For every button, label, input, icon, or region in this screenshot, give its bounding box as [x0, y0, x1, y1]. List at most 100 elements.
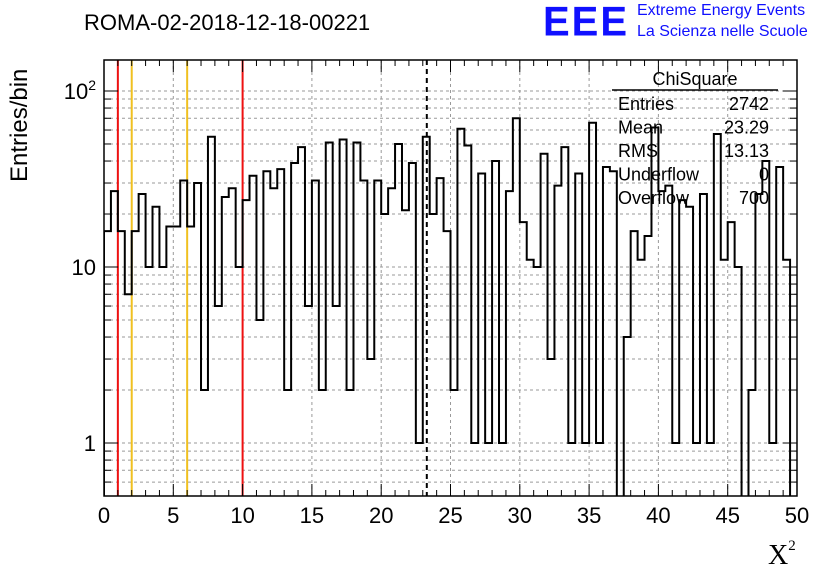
logo-text-line2: La Scienza nelle Scuole	[637, 23, 808, 40]
histogram-bin	[340, 140, 347, 496]
x-tick-label: 15	[300, 503, 324, 528]
stats-row-value: 700	[739, 188, 769, 208]
histogram-bin	[437, 178, 444, 496]
histogram-bin	[769, 443, 776, 496]
histogram-bin	[194, 183, 201, 496]
histogram-bin	[326, 142, 333, 496]
histogram-step-line	[104, 117, 792, 496]
histogram-bin	[243, 200, 250, 496]
histogram-bin	[631, 231, 638, 496]
histogram-bin	[714, 134, 721, 496]
histogram-bin	[333, 306, 340, 496]
histogram-bin	[423, 137, 430, 496]
x-tick-label: 5	[167, 503, 179, 528]
x-tick-label: 50	[785, 503, 809, 528]
histogram-bin	[187, 226, 194, 496]
stats-box-title: ChiSquare	[652, 69, 737, 89]
histogram-bin	[624, 337, 631, 496]
x-axis-label-base: X	[768, 540, 789, 571]
histogram-bin	[748, 390, 755, 496]
chart-title: ROMA-02-2018-12-18-00221	[84, 10, 371, 35]
stats-row-label: RMS	[618, 141, 658, 161]
histogram-bin	[686, 207, 693, 496]
histogram-bin	[520, 222, 527, 496]
x-tick-label: 10	[230, 503, 254, 528]
histogram-bin	[208, 137, 215, 496]
histogram-bin	[478, 173, 485, 496]
stats-row-label: Underflow	[618, 165, 700, 185]
histogram-bin	[388, 188, 395, 496]
histogram-bin	[444, 231, 451, 496]
histogram-bin	[762, 161, 769, 496]
x-tick-label: 25	[438, 503, 462, 528]
histogram-bin	[263, 171, 270, 496]
histogram-bin	[755, 194, 762, 496]
histogram-bin	[679, 200, 686, 496]
histogram-bin	[229, 188, 236, 496]
histogram-bin	[222, 197, 229, 496]
x-tick-label: 40	[646, 503, 670, 528]
histogram-bin	[735, 267, 742, 496]
x-axis-label-superscript: 2	[788, 537, 796, 554]
histogram-bin	[457, 129, 464, 496]
histogram-bin	[485, 443, 492, 496]
stats-row-value: 13.13	[724, 141, 769, 161]
histogram-bin	[395, 144, 402, 496]
histogram-bin	[118, 231, 125, 496]
histogram-bin	[672, 443, 679, 496]
histogram-bin	[360, 181, 367, 496]
histogram-bin	[250, 176, 257, 496]
histogram-bin	[104, 231, 111, 496]
histogram-bin	[471, 443, 478, 496]
histogram-bin	[291, 163, 298, 496]
x-tick-label: 45	[715, 503, 739, 528]
y-tick-label: 1	[84, 431, 96, 456]
x-tick-label: 30	[508, 503, 532, 528]
histogram-bin	[381, 214, 388, 496]
histogram-bin	[236, 267, 243, 496]
histogram-bin	[284, 390, 291, 496]
histogram-bin	[700, 194, 707, 496]
histogram-bin	[499, 443, 506, 496]
eee-logo: EEE	[543, 0, 630, 46]
histogram-bin	[582, 443, 589, 496]
histogram-bin	[451, 390, 458, 496]
histogram-bin	[645, 236, 652, 496]
histogram-bin	[721, 260, 728, 496]
histogram-bin	[707, 443, 714, 496]
histogram-bin	[319, 390, 326, 496]
histogram-bin	[638, 260, 645, 496]
histogram-bin	[215, 306, 222, 496]
histogram-bin	[430, 214, 437, 496]
stats-row-value: 0	[759, 165, 769, 185]
histogram-bin	[596, 443, 603, 496]
histogram-bin	[125, 294, 132, 496]
histogram-bin	[554, 186, 561, 496]
histogram-bin	[610, 171, 617, 496]
x-tick-label: 0	[98, 503, 110, 528]
histogram-bin	[506, 191, 513, 496]
histogram-bin	[728, 222, 735, 496]
histogram-bin	[256, 320, 263, 496]
histogram-bin	[153, 207, 160, 496]
histogram-bin	[111, 191, 118, 496]
stats-row-value: 2742	[729, 94, 769, 114]
histogram-bin	[693, 443, 700, 496]
histogram-bin	[374, 181, 381, 496]
histogram-bin	[575, 173, 582, 496]
histogram-bin	[159, 267, 166, 496]
histogram-bin	[180, 181, 187, 496]
histogram-bin	[665, 186, 672, 496]
histogram-bin	[312, 181, 319, 496]
histogram-bin	[783, 260, 790, 496]
histogram-bin	[270, 188, 277, 496]
stats-row-value: 23.29	[724, 118, 769, 138]
x-tick-label: 20	[369, 503, 393, 528]
histogram-bin	[603, 167, 610, 496]
histogram-bin	[298, 147, 305, 496]
histogram-bin	[589, 123, 596, 496]
histogram-bin	[305, 306, 312, 496]
histogram-bin	[173, 226, 180, 496]
